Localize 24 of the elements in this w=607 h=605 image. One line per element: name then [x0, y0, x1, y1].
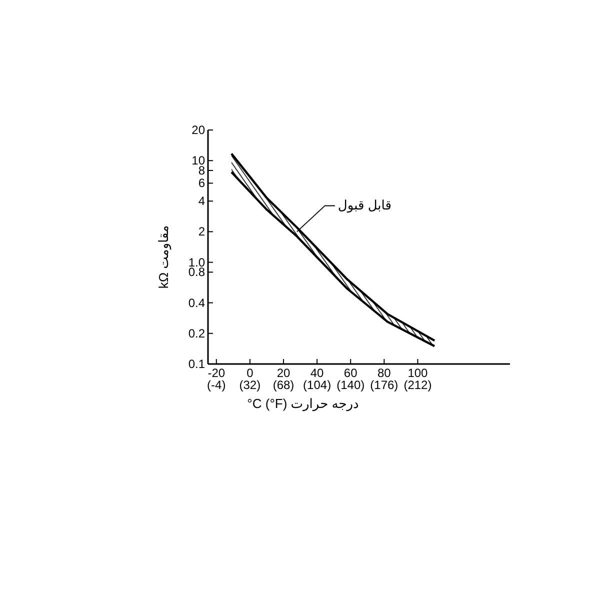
x-tick-label: -20: [208, 366, 226, 380]
x-tick-label: 100: [408, 366, 428, 380]
x-tick-label: 20: [276, 366, 290, 380]
y-tick-label: 4: [198, 194, 206, 208]
x-tick-label: 80: [377, 366, 392, 380]
y-tick-label: 0.4: [188, 296, 206, 310]
y-tick-label: 2: [198, 224, 206, 239]
x-axis-title: °C (°F) درجه حرارت: [247, 396, 360, 412]
x-tick-label: 60: [344, 366, 358, 380]
y-tick-label: 0.2: [188, 326, 206, 340]
annotation: قابل قبول: [338, 198, 392, 214]
x2-tick-label: (68): [272, 378, 294, 392]
y-axis-title: kΩ مقاومت: [156, 225, 172, 289]
x2-tick-label: (212): [404, 378, 432, 392]
x2-tick-label: (140): [336, 378, 365, 392]
x-tick-label: 40: [310, 366, 324, 380]
y-tick-label: 20: [192, 123, 206, 137]
x2-tick-label: (-4): [207, 378, 226, 392]
y-tick-label: 0.1: [188, 357, 206, 371]
x2-tick-label: (176): [370, 378, 398, 392]
x2-tick-label: (32): [239, 378, 261, 392]
x-tick-label: 0: [246, 366, 254, 380]
y-tick-label: 6: [198, 176, 206, 190]
x2-tick-label: (104): [303, 378, 332, 392]
